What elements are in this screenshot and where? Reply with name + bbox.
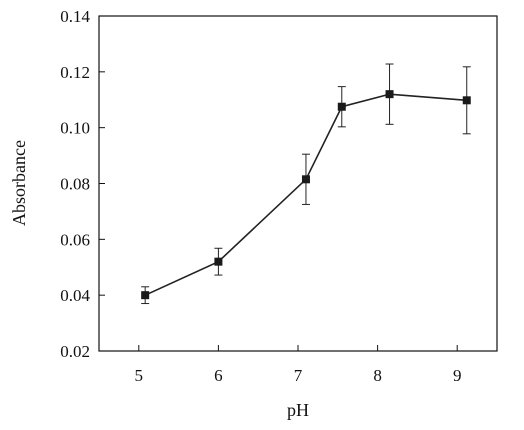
data-point-marker: [337, 102, 346, 111]
x-tick-label: 5: [135, 366, 144, 385]
y-axis-label: Absorbance: [9, 140, 29, 226]
y-tick-label: 0.08: [60, 175, 90, 194]
x-tick-label: 8: [373, 366, 382, 385]
data-point-marker: [462, 96, 471, 105]
series-layer: [141, 63, 471, 305]
y-tick-label: 0.02: [60, 342, 90, 361]
series-line: [144, 93, 467, 296]
data-point-marker: [214, 257, 223, 266]
x-axis-ticks: 5 6 7 8 9: [135, 345, 462, 385]
data-point-marker: [385, 90, 394, 99]
x-tick-label: 9: [453, 366, 462, 385]
y-tick-label: 0.10: [60, 119, 90, 138]
x-tick-label: 7: [294, 366, 303, 385]
y-tick-label: 0.06: [60, 230, 90, 249]
y-tick-label: 0.12: [60, 63, 90, 82]
plot-frame: [98, 15, 498, 352]
data-point-marker: [141, 291, 150, 300]
y-tick-label: 0.04: [60, 286, 90, 305]
x-tick-label: 6: [214, 366, 223, 385]
y-tick-label: 0.14: [60, 7, 90, 26]
y-axis-ticks: 0.02 0.04 0.06 0.08 0.10 0.12 0.14: [60, 7, 105, 361]
x-axis-label: pH: [287, 400, 309, 420]
data-point-marker: [301, 175, 310, 184]
